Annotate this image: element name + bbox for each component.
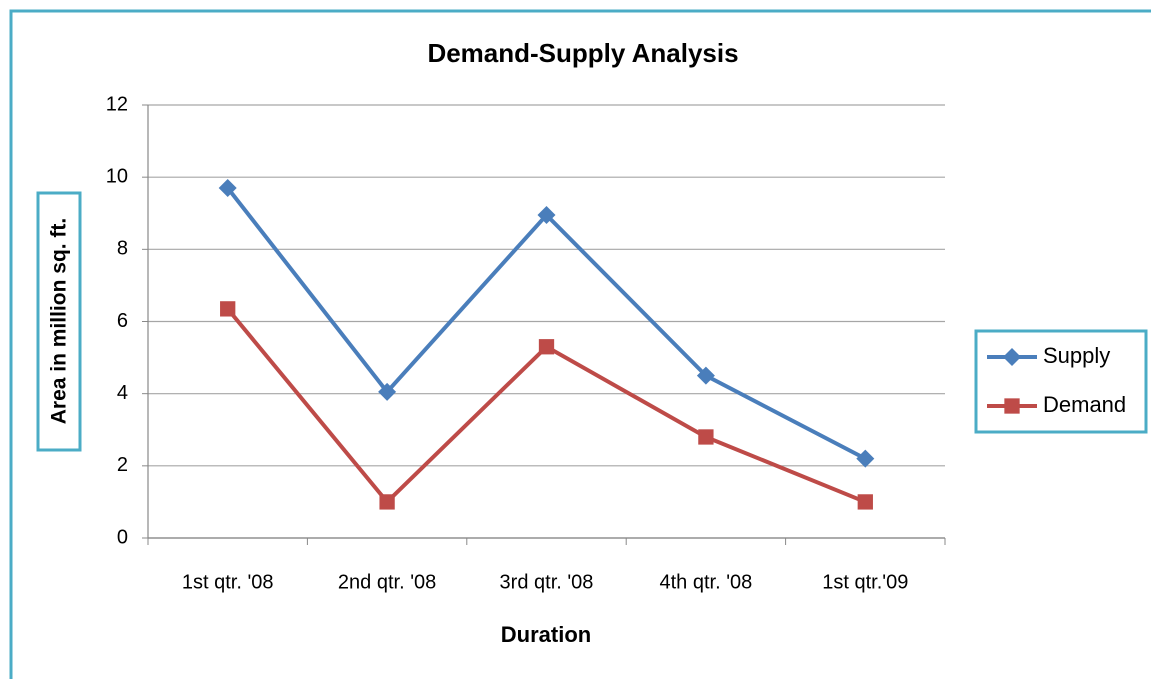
legend-label: Demand [1043,392,1126,417]
marker [1003,348,1021,366]
marker [537,206,556,225]
marker [856,449,875,468]
marker [857,494,873,510]
x-tick-label: 2nd qtr. '08 [338,571,436,593]
x-tick-label: 1st qtr.'09 [822,571,908,593]
y-tick-label: 0 [117,526,128,548]
marker [698,429,714,445]
y-tick-label: 2 [117,454,128,476]
y-title-box [36,191,82,452]
marker [220,301,236,317]
marker [218,178,237,197]
chart-title: Demand-Supply Analysis [427,38,738,68]
marker [538,339,555,355]
legend-box [974,329,1148,434]
y-tick-label: 10 [106,165,128,187]
legend-label: Supply [1043,343,1110,368]
y-tick-label: 12 [106,93,128,115]
series-line [226,186,867,461]
y-tick-label: 4 [117,382,128,404]
series-line [226,307,867,504]
marker [378,382,397,401]
marker [696,366,715,385]
x-tick-label: 1st qtr. '08 [182,571,274,593]
x-tick-label: 4th qtr. '08 [660,571,753,593]
y-tick-label: 6 [117,310,128,332]
x-axis-title: Duration [501,622,591,647]
marker [379,494,395,510]
y-axis-title: Area in million sq. ft. [48,218,71,425]
marker [1004,398,1020,414]
x-tick-label: 3rd qtr. '08 [500,571,594,593]
frame [9,9,1151,679]
y-tick-label: 8 [117,238,128,260]
